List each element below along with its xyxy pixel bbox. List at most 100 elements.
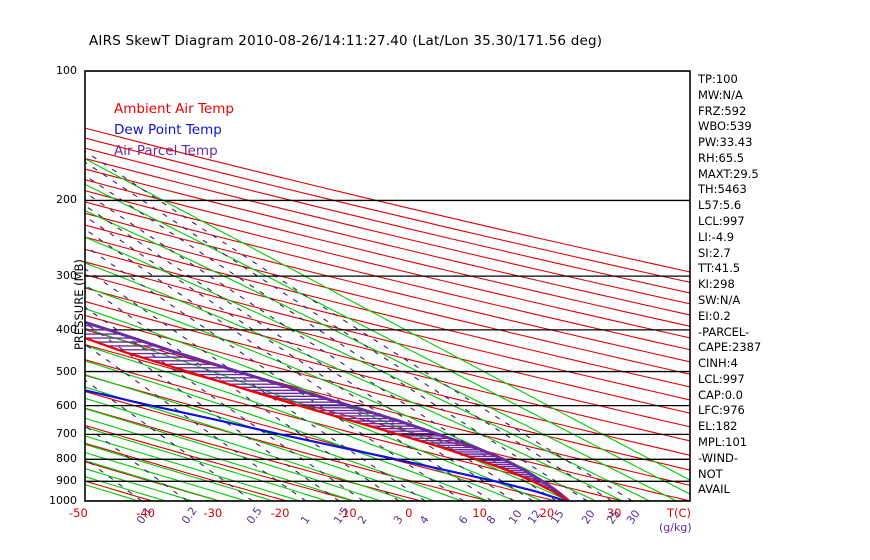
dry-adiabat [0,71,18,501]
sounding-parameter: EL:182 [698,419,738,434]
page-title: AIRS SkewT Diagram 2010-08-26/14:11:27.4… [89,33,603,49]
sounding-parameter: TP:100 [698,72,738,86]
sounding-parameter: LCL:997 [698,371,745,386]
mixing-ratio-line [85,150,633,501]
sounding-parameter: KI:298 [698,277,735,292]
sounding-parameter: SI:2.7 [698,245,731,260]
bottom-temp-tick: 30 [606,506,622,520]
bottom-temp-tick: -40 [136,506,156,520]
sounding-parameter: L57:5.6 [698,198,742,213]
legend-dew-point-temp: Dew Point Temp [114,122,222,138]
dry-adiabat [85,407,422,501]
sounding-parameter: TH:5463 [698,182,747,197]
mixing-ratio-line [85,322,340,501]
dry-adiabat [85,390,489,501]
sounding-parameter: CAPE:2387 [698,340,762,355]
dry-adiabat [85,147,690,294]
dry-adiabat [85,248,690,401]
mixing-ratio-line [85,215,515,501]
ambient-air-temp-curve [85,336,570,501]
dry-adiabat [85,236,690,388]
dry-adiabat [85,300,690,456]
bottom-temp-tick: 10 [472,506,487,520]
sounding-parameter: CINH:4 [698,356,738,371]
dry-adiabat [85,261,690,414]
sounding-parameter: LI:-4.9 [698,229,735,244]
moist-adiabat [85,426,328,501]
legend-ambient-air-temp: Ambient Air Temp [114,101,234,117]
moist-adiabat [85,360,489,501]
moist-adiabat [85,435,301,501]
sounding-parameter: -WIND- [698,450,739,465]
mixing-ratio-line [85,204,534,501]
bottom-temp-tick: -50 [69,506,88,520]
pressure-tick: 300 [56,269,77,283]
dry-adiabat [85,287,690,442]
moist-adiabat [85,374,462,501]
dry-adiabat [85,424,355,501]
sounding-parameter: MAXT:29.5 [698,166,759,181]
sounding-parameters-panel: TP:100 MW:N/A FRZ:592 WBO:539 PW:33.43 RH:65.… [698,72,762,500]
mixing-ratio-line [85,174,588,501]
pressure-tick: 500 [56,364,77,378]
mixing-ratio-line [85,245,464,501]
pressure-tick: 100 [56,64,77,77]
dry-adiabat [85,179,690,327]
sounding-parameter: MW:N/A [698,87,743,102]
moist-adiabat [85,408,381,501]
dry-adiabat [85,374,556,501]
moist-adiabat [85,417,355,501]
bottom-temp-tick: -30 [203,506,223,520]
dry-adiabat [85,168,690,316]
moist-adiabat [85,210,677,501]
moist-adiabat [85,183,690,495]
dry-adiabat [85,442,287,501]
pressure-tick: 800 [56,452,77,466]
dry-adiabat [85,201,690,351]
moist-adiabat [85,262,624,501]
dew-point-temp-curve [85,389,566,501]
sounding-parameter: LCL:997 [698,214,745,229]
mixing-ratio-line [85,379,253,501]
moist-adiabat [85,443,274,501]
sounding-parameter: FRZ:592 [698,103,747,118]
moist-adiabat [85,484,139,501]
dry-adiabat [85,500,86,501]
dry-adiabat [85,274,690,428]
pressure-tick: 1000 [49,494,77,507]
sounding-parameter: PW:33.43 [698,135,753,150]
mixing-ratio-line [85,191,557,501]
mixing-ratio-line [85,343,307,501]
moist-adiabat [85,308,570,501]
bottom-temp-tick: 0 [405,506,413,520]
dry-adiabat [85,127,690,273]
moist-adiabat [85,460,220,501]
sounding-parameter: -PARCEL- [698,324,750,339]
pressure-tick: 600 [56,398,77,412]
moist-adiabat [85,397,408,501]
moist-adiabat [85,344,516,501]
mixing-ratio-line [85,306,364,501]
dry-adiabat [85,137,690,283]
x-axis-label-temp: T(C) [667,506,692,520]
dry-adiabat [85,480,153,501]
mixing-ratio-line [85,425,188,501]
dry-adiabat [85,190,690,339]
moist-adiabat [85,286,597,501]
bottom-temp-tick: -20 [270,506,290,520]
pressure-tick: 200 [56,193,77,207]
pressure-tick: 900 [56,474,77,488]
pressure-tick: 400 [56,322,77,336]
air-parcel-temp-curve [85,320,570,501]
dry-adiabat [85,359,623,501]
moist-adiabat [85,476,166,501]
pressure-tick: 700 [56,427,77,441]
mixing-ratio-line [85,268,426,501]
sounding-parameter: TT:41.5 [698,261,741,276]
dry-adiabat [85,461,220,501]
bottom-temp-tick: -10 [337,506,357,520]
x-axis-label-mixing-ratio: (g/kg) [659,521,692,534]
sounding-parameter: WBO:539 [698,119,752,134]
